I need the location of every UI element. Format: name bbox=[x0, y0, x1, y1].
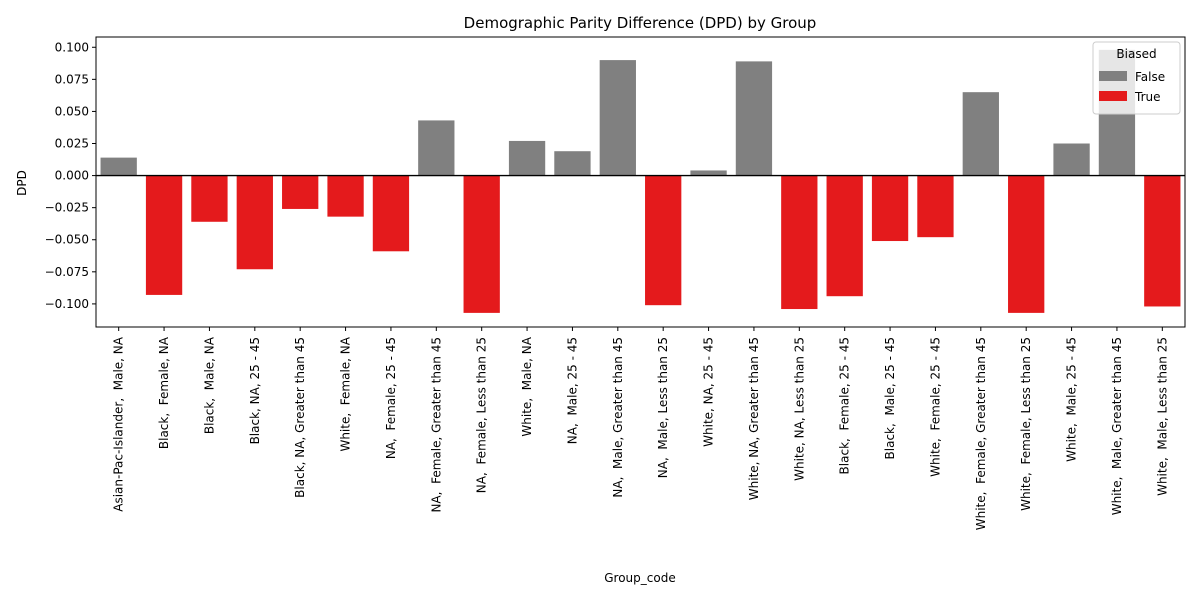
plot-frame bbox=[95, 36, 1186, 328]
bar-23 bbox=[1144, 175, 1181, 307]
bars-group bbox=[100, 49, 1181, 313]
y-tick-label: 0.100 bbox=[55, 40, 89, 54]
x-tick-label: White, Male, Greater than 45 bbox=[1110, 337, 1124, 515]
bar-17 bbox=[871, 175, 909, 242]
y-tick-label: 0.050 bbox=[55, 104, 89, 118]
legend-label-false: False bbox=[1135, 70, 1165, 84]
x-tick-label: Asian-Pac-Islander, Male, NA bbox=[112, 336, 126, 512]
bar-8 bbox=[463, 175, 500, 313]
bar-5 bbox=[327, 175, 364, 217]
bar-18 bbox=[917, 175, 954, 238]
x-axis: Asian-Pac-Islander, Male, NA Black, Femal… bbox=[112, 327, 1169, 530]
x-tick-label: White, Female, NA bbox=[339, 336, 353, 451]
bar-9 bbox=[508, 140, 546, 176]
x-tick-label: White, Male, Less than 25 bbox=[1155, 337, 1169, 496]
x-tick-label: White, Male, NA bbox=[520, 336, 534, 436]
y-tick-label: −0.100 bbox=[45, 297, 89, 311]
x-tick-label: NA, Male, Greater than 45 bbox=[611, 337, 625, 498]
bar-2 bbox=[191, 175, 228, 222]
x-tick-label: White, Female, Less than 25 bbox=[1019, 337, 1033, 511]
x-tick-label: White, Male, 25 - 45 bbox=[1065, 337, 1079, 462]
bar-12 bbox=[645, 175, 682, 306]
x-tick-label: White, Female, 25 - 45 bbox=[928, 337, 942, 477]
y-axis-title: DPD bbox=[15, 170, 29, 196]
bar-16 bbox=[826, 175, 863, 297]
x-tick-label: Black, Female, NA bbox=[157, 336, 171, 449]
x-axis-title: Group_code bbox=[604, 571, 675, 585]
bar-21 bbox=[1053, 143, 1090, 176]
legend-label-true: True bbox=[1134, 90, 1161, 104]
y-tick-label: −0.050 bbox=[45, 233, 89, 247]
y-axis: −0.100 −0.075 −0.050 −0.025 0.000 0.025 0.050 0… bbox=[45, 40, 96, 311]
y-tick-label: −0.075 bbox=[45, 265, 89, 279]
x-tick-label: Black, NA, 25 - 45 bbox=[248, 337, 262, 444]
bar-3 bbox=[236, 175, 273, 270]
bar-20 bbox=[1008, 175, 1045, 313]
legend: Biased False True bbox=[1092, 41, 1181, 115]
x-tick-label: White, NA, 25 - 45 bbox=[702, 337, 716, 447]
bar-1 bbox=[145, 175, 183, 295]
x-tick-label: White, Female, Greater than 45 bbox=[974, 337, 988, 530]
x-tick-label: White, NA, Less than 25 bbox=[792, 337, 806, 481]
bar-11 bbox=[599, 60, 636, 176]
bar-4 bbox=[282, 175, 319, 209]
legend-title: Biased bbox=[1116, 47, 1156, 61]
bar-7 bbox=[418, 120, 455, 176]
x-tick-label: Black, NA, Greater than 45 bbox=[293, 337, 307, 498]
x-tick-label: White, NA, Greater than 45 bbox=[747, 337, 761, 500]
chart-title: Demographic Parity Difference (DPD) by G… bbox=[464, 14, 817, 32]
bar-15 bbox=[781, 175, 818, 310]
x-tick-label: Black, Female, 25 - 45 bbox=[838, 337, 852, 474]
x-tick-label: Black, Male, NA bbox=[202, 336, 216, 434]
bar-13 bbox=[690, 170, 727, 176]
legend-swatch-true bbox=[1099, 91, 1127, 101]
x-tick-label: NA, Female, Less than 25 bbox=[475, 337, 489, 493]
x-tick-label: Black, Male, 25 - 45 bbox=[883, 337, 897, 459]
legend-swatch-false bbox=[1099, 71, 1127, 81]
y-tick-label: 0.075 bbox=[55, 72, 89, 86]
y-tick-label: 0.000 bbox=[55, 169, 89, 183]
y-tick-label: −0.025 bbox=[45, 201, 89, 215]
bar-6 bbox=[372, 175, 410, 252]
bar-19 bbox=[962, 92, 999, 176]
x-tick-label: NA, Female, 25 - 45 bbox=[384, 337, 398, 459]
x-tick-label: NA, Male, Less than 25 bbox=[656, 337, 670, 478]
x-tick-label: NA, Female, Greater than 45 bbox=[429, 337, 443, 513]
x-tick-label: NA, Male, 25 - 45 bbox=[565, 337, 579, 444]
bar-0 bbox=[100, 157, 137, 176]
bar-14 bbox=[735, 61, 773, 176]
bar-10 bbox=[554, 151, 591, 176]
y-tick-label: 0.025 bbox=[55, 137, 89, 151]
